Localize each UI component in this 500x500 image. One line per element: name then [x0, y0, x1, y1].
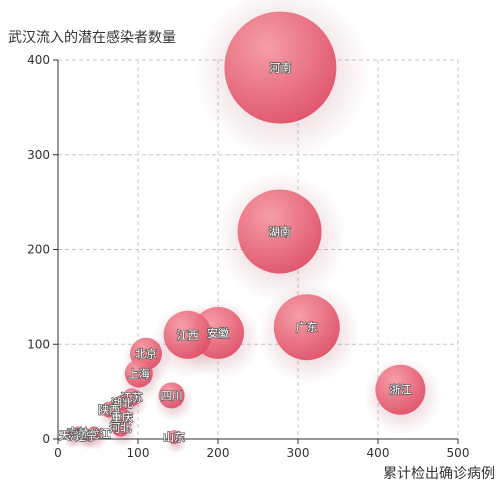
bubble-label: 广东: [296, 321, 318, 334]
x-axis-title: 累计检出确诊病例: [383, 466, 495, 482]
bubble-label: 江西: [177, 329, 199, 342]
x-tick-label: 200: [207, 446, 230, 460]
bubble-label: 河北: [109, 422, 131, 435]
bubble-label: 浙江: [389, 384, 411, 397]
x-tick-label: 500: [447, 446, 470, 460]
bubble-label: 上海: [128, 367, 150, 381]
y-axis-title: 武汉流入的潜在感染者数量: [8, 29, 176, 46]
bubble-label: 辽宁: [75, 429, 97, 443]
x-tick-label: 400: [367, 446, 390, 460]
y-tick-label: 300: [27, 148, 50, 162]
x-tick-label: 300: [287, 446, 310, 460]
x-tick-label: 100: [127, 446, 150, 460]
y-tick-label: 200: [27, 243, 50, 257]
x-tick-label: 0: [54, 446, 62, 460]
y-tick-label: 100: [27, 337, 50, 351]
bubble-label: 四川: [161, 389, 183, 402]
y-tick-label: 0: [42, 432, 50, 446]
bubble-label: 北京: [135, 347, 157, 361]
bubble-label: 湖南: [269, 225, 291, 238]
y-tick-label: 400: [27, 53, 50, 67]
bubble-label: 河南: [269, 62, 291, 75]
bubble-label: 山东: [163, 431, 185, 444]
bubble-label: 安徽: [207, 326, 229, 340]
